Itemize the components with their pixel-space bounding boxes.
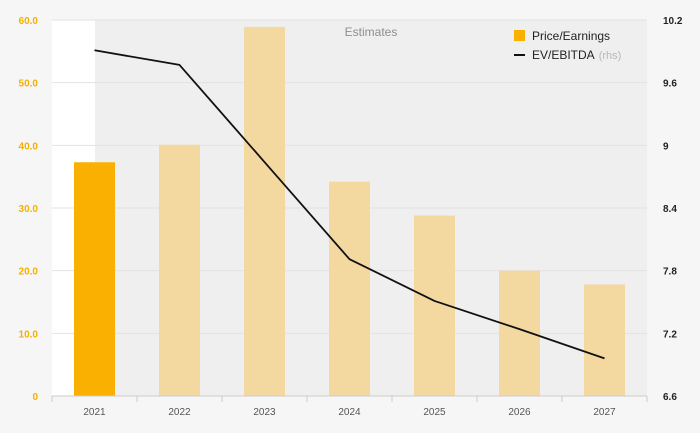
x-tick-label: 2024 (338, 407, 361, 418)
y-right-tick-label: 9.6 (663, 79, 677, 90)
line-series (94, 49, 605, 360)
y-left-tick-label: 0 (32, 392, 38, 403)
bar-price-earnings-2024 (329, 181, 370, 396)
estimates-label: Estimates (345, 25, 398, 39)
gridlines (52, 19, 647, 334)
y-right-tick-label: 7.2 (663, 329, 677, 340)
y-right-tick-label: 9 (663, 141, 669, 152)
y-right-tick-label: 8.4 (663, 204, 677, 215)
y-left-tick-label: 40.0 (19, 141, 39, 152)
bars (74, 26, 625, 396)
y-axis-left-ticks: 0 10.0 20.0 30.0 40.0 50.0 60.0 (19, 16, 39, 403)
x-axis-ticks: 2021 2022 2023 2024 2025 2026 2027 (51, 396, 648, 418)
svg-text:EV/EBITDA(rhs): EV/EBITDA (rhs) (532, 48, 621, 62)
bar-price-earnings-2021 (74, 162, 115, 396)
y-axis-right-ticks: 6.6 7.2 7.8 8.4 9 9.6 10.2 (663, 16, 683, 403)
bar-price-earnings-2023 (244, 26, 285, 396)
x-tick-label: 2021 (83, 407, 106, 418)
x-tick-label: 2026 (508, 407, 531, 418)
legend: Price/Earnings EV/EBITDA (rhs) (514, 29, 621, 62)
legend-label-price-earnings: Price/Earnings (532, 29, 610, 43)
y-left-tick-label: 10.0 (19, 329, 39, 340)
y-left-tick-label: 20.0 (19, 267, 39, 278)
y-right-tick-label: 10.2 (663, 16, 683, 27)
bar-price-earnings-2022 (159, 144, 200, 396)
y-left-tick-label: 50.0 (19, 79, 39, 90)
x-tick-label: 2022 (168, 407, 191, 418)
legend-label-ev-ebitda: EV/EBITDA (532, 48, 595, 62)
x-tick-label: 2025 (423, 407, 446, 418)
y-right-tick-label: 7.8 (663, 267, 677, 278)
x-tick-label: 2027 (593, 407, 616, 418)
bar-price-earnings-2027 (584, 284, 625, 396)
line-ev-ebitda (94, 49, 605, 360)
legend-swatch-price-earnings (514, 30, 525, 41)
y-left-tick-label: 30.0 (19, 204, 39, 215)
legend-suffix-rhs: (rhs) (599, 50, 622, 62)
x-tick-label: 2023 (253, 407, 276, 418)
y-left-tick-label: 60.0 (19, 16, 39, 27)
y-right-tick-label: 6.6 (663, 392, 677, 403)
